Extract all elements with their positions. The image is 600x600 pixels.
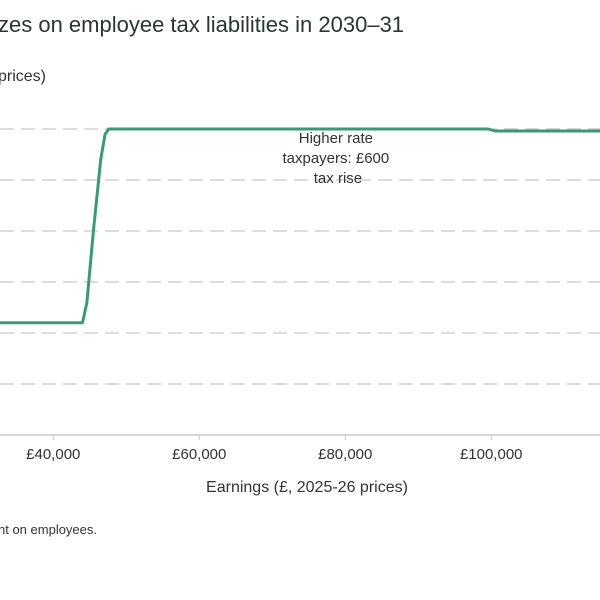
x-tick-label: £60,000 [172,446,226,463]
series-line [0,127,600,325]
annotation-line-2: taxpayers: £600 [282,150,389,167]
x-axis-label: Earnings (£, 2025-26 prices) [206,479,408,496]
x-tick-label: £80,000 [318,446,372,463]
x-tick-label: £100,000 [460,446,523,463]
chart-title: zes on employee tax liabilities in 2030–… [0,12,405,37]
annotation-line-3: tax rise [314,170,362,187]
x-ticks: £40,000 £60,000 £80,000 £100,000 [26,435,523,463]
x-tick-label: £40,000 [26,446,80,463]
chart-subtitle: prices) [0,68,47,85]
footnote: nt on employees. [0,522,98,537]
annotation-line-1: Higher rate [299,130,373,147]
annotation: Higher rate taxpayers: £600 tax rise [282,130,393,187]
